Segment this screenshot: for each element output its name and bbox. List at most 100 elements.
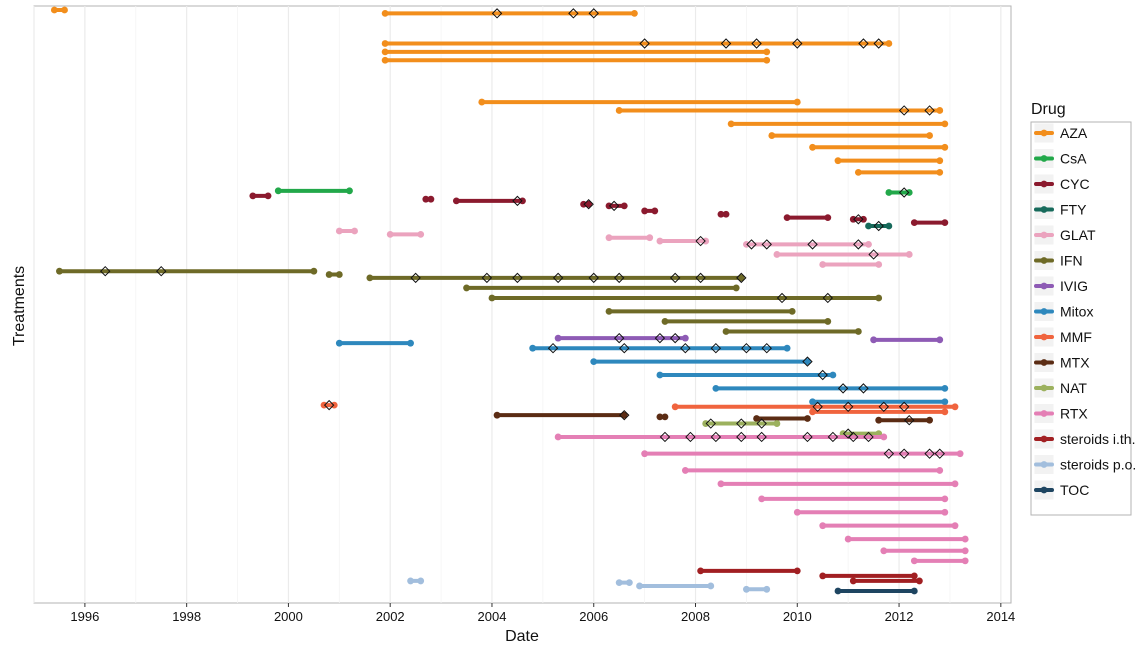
segment-end-cyc-6 bbox=[722, 210, 730, 218]
segment-start-glat-2 bbox=[605, 234, 613, 242]
segment-end-cyc-0 bbox=[264, 192, 272, 200]
segment-end-steroids-p-o-3 bbox=[763, 585, 771, 593]
segment-start-glat-3 bbox=[656, 237, 664, 245]
x-tick-label-2000: 2000 bbox=[274, 609, 303, 624]
legend-label-glat: GLAT bbox=[1060, 227, 1096, 243]
segment-start-rtx-1 bbox=[641, 450, 649, 458]
event-marker-mitox-8 bbox=[837, 383, 849, 394]
segment-start-mtx-2 bbox=[753, 415, 760, 422]
segment-end-aza-6 bbox=[936, 107, 944, 114]
event-marker-cyc-0 bbox=[512, 195, 523, 207]
segment-start-mtx-3 bbox=[875, 416, 883, 424]
segment-start-rtx-3 bbox=[717, 480, 725, 488]
event-marker-mmf-1 bbox=[812, 401, 823, 413]
legend-label-rtx: RTX bbox=[1060, 406, 1088, 422]
segment-end-mitox-5 bbox=[941, 398, 949, 406]
event-marker-rtx-2 bbox=[710, 431, 722, 443]
event-marker-mitox-5 bbox=[761, 342, 772, 354]
legend-label-fty: FTY bbox=[1060, 202, 1087, 218]
segment-end-ifn-3 bbox=[732, 284, 740, 292]
event-marker-ifn-5 bbox=[552, 272, 564, 284]
segment-start-steroids-p-o-2 bbox=[636, 582, 643, 590]
segment-start-aza-5 bbox=[478, 98, 486, 106]
legend-label-cyc: CYC bbox=[1060, 176, 1090, 192]
series-aza bbox=[50, 6, 949, 176]
event-marker-rtx-3 bbox=[736, 431, 747, 443]
segment-end-steroids-p-o-0 bbox=[417, 577, 425, 585]
event-marker-rtx-6 bbox=[827, 431, 839, 443]
event-marker-nat-3 bbox=[842, 428, 854, 439]
event-marker-ifn-2 bbox=[410, 272, 421, 284]
legend-item-mtx: MTX bbox=[1033, 352, 1090, 373]
segment-start-ifn-4 bbox=[488, 294, 496, 302]
segment-end-aza-5 bbox=[793, 98, 801, 106]
segment-start-rtx-0 bbox=[554, 433, 562, 441]
segment-start-glat-5 bbox=[773, 251, 781, 258]
series-fty bbox=[865, 222, 893, 230]
segment-end-mitox-2 bbox=[804, 358, 811, 365]
segment-end-cyc-3 bbox=[585, 200, 593, 208]
event-marker-mmf-2 bbox=[842, 401, 854, 413]
segment-start-cyc-6 bbox=[717, 210, 725, 218]
series-layer bbox=[50, 6, 969, 595]
event-marker-aza-4 bbox=[720, 38, 732, 49]
event-marker-ifn-1 bbox=[156, 265, 167, 277]
event-marker-fty-0 bbox=[873, 220, 884, 232]
y-axis-title: Treatments bbox=[11, 266, 28, 346]
segment-end-steroids-i-th-0 bbox=[793, 567, 801, 575]
segment-start-ifn-2 bbox=[366, 274, 374, 282]
segment-start-mmf-2 bbox=[809, 408, 816, 416]
x-axis-title: Date bbox=[505, 628, 539, 645]
segment-end-rtx-0 bbox=[880, 433, 888, 441]
event-marker-rtx-10 bbox=[898, 448, 910, 459]
x-tick-label-2004: 2004 bbox=[478, 609, 507, 624]
event-marker-mitox-7 bbox=[817, 369, 828, 381]
segment-start-steroids-i-th-0 bbox=[697, 567, 704, 575]
segment-end-mtx-2 bbox=[804, 415, 811, 422]
segment-end-steroids-p-o-1 bbox=[625, 579, 633, 587]
legend-key-point bbox=[1040, 180, 1048, 188]
segment-start-glat-6 bbox=[819, 261, 827, 268]
event-marker-ivig-0 bbox=[613, 332, 625, 344]
segment-end-cyc-1 bbox=[427, 195, 435, 203]
segment-end-rtx-1 bbox=[956, 450, 964, 458]
legend-title: Drug bbox=[1031, 101, 1066, 118]
x-tick-label-1996: 1996 bbox=[70, 609, 99, 624]
event-marker-csa-0 bbox=[898, 187, 910, 198]
segment-start-steroids-i-th-2 bbox=[849, 577, 857, 585]
segment-start-ifn-7 bbox=[722, 328, 730, 335]
event-marker-rtx-7 bbox=[848, 431, 859, 443]
segment-end-ifn-0 bbox=[310, 267, 318, 275]
segment-start-mitox-3 bbox=[656, 371, 664, 379]
segment-end-steroids-i-th-2 bbox=[916, 577, 923, 585]
legend-key-point bbox=[1040, 461, 1048, 468]
event-marker-ifn-4 bbox=[512, 272, 523, 284]
segment-end-rtx-9 bbox=[961, 557, 969, 565]
segment-start-mitox-2 bbox=[590, 358, 598, 365]
segment-start-glat-0 bbox=[335, 227, 343, 235]
segment-start-csa-1 bbox=[885, 189, 893, 196]
legend-item-steroids-p-o: steroids p.o. bbox=[1033, 454, 1136, 475]
event-marker-mitox-0 bbox=[547, 342, 559, 354]
segment-start-mtx-1 bbox=[656, 413, 664, 421]
legend-item-fty: FTY bbox=[1033, 199, 1087, 220]
event-marker-ivig-1 bbox=[654, 332, 666, 344]
series-rtx bbox=[554, 433, 969, 565]
legend: Drug AZA CsA CYC FTY GLAT IFN IVIG Mitox MMF MTX N… bbox=[1030, 101, 1136, 516]
legend-label-ivig: IVIG bbox=[1060, 278, 1088, 294]
segment-start-ifn-1 bbox=[325, 271, 333, 278]
event-marker-nat-1 bbox=[736, 418, 747, 429]
event-marker-rtx-8 bbox=[863, 431, 874, 443]
x-tick-label-2012: 2012 bbox=[885, 609, 914, 624]
series-ifn bbox=[56, 267, 883, 335]
segment-end-rtx-8 bbox=[961, 547, 969, 555]
event-marker-aza-0 bbox=[491, 8, 503, 19]
event-marker-aza-9 bbox=[898, 105, 910, 116]
legend-item-rtx: RTX bbox=[1033, 403, 1088, 424]
legend-item-mitox: Mitox bbox=[1033, 301, 1093, 322]
segment-end-aza-7 bbox=[941, 120, 949, 128]
event-marker-aza-1 bbox=[568, 8, 579, 19]
segment-end-mitox-0 bbox=[407, 339, 414, 347]
legend-key-point bbox=[1040, 155, 1048, 162]
